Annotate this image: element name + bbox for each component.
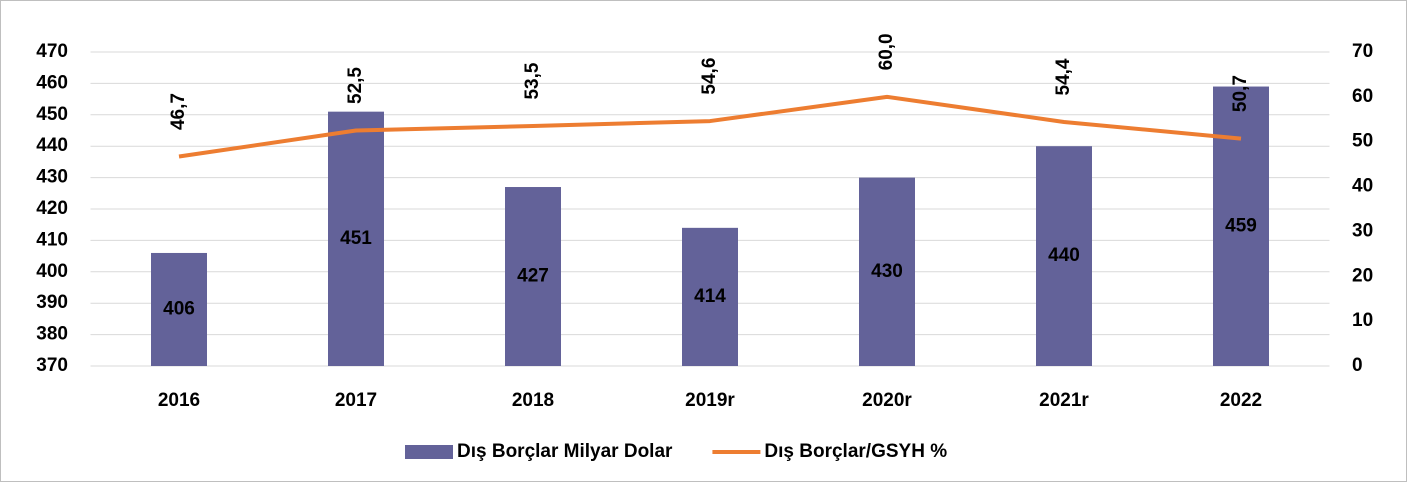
y-tick-label: 420 bbox=[36, 198, 68, 219]
x-tick-label: 2016 bbox=[158, 390, 200, 411]
line-value-label: 54,6 bbox=[699, 58, 720, 95]
bar-value-label: 451 bbox=[340, 228, 372, 249]
y-tick-label: 400 bbox=[36, 261, 68, 282]
y2-tick-label: 20 bbox=[1352, 265, 1373, 286]
y-tick-label: 450 bbox=[36, 104, 68, 125]
bar-value-label: 430 bbox=[871, 261, 903, 282]
line-value-label: 53,5 bbox=[522, 62, 543, 99]
bar bbox=[328, 111, 384, 366]
legend-swatch bbox=[405, 445, 453, 459]
bar bbox=[505, 187, 561, 366]
legend-label: Dış Borçlar Milyar Dolar bbox=[457, 441, 673, 462]
bar-value-label: 440 bbox=[1048, 245, 1080, 266]
y2-tick-label: 0 bbox=[1352, 355, 1363, 376]
bar bbox=[682, 227, 738, 366]
line-value-label: 52,5 bbox=[345, 67, 366, 104]
x-tick-label: 2017 bbox=[335, 390, 377, 411]
legend-label: Dış Borçlar/GSYH % bbox=[764, 441, 947, 462]
x-tick-label: 2020r bbox=[862, 390, 912, 411]
y-tick-label: 470 bbox=[36, 41, 68, 62]
bar-value-label: 459 bbox=[1225, 215, 1257, 236]
bar-value-label: 406 bbox=[163, 298, 195, 319]
line-series bbox=[178, 94, 1242, 159]
line-value-label: 50,7 bbox=[1230, 75, 1251, 112]
line-value-label: 54,4 bbox=[1053, 58, 1074, 95]
x-tick-label: 2018 bbox=[512, 390, 554, 411]
y-tick-label: 430 bbox=[36, 167, 68, 188]
y-tick-label: 370 bbox=[36, 355, 68, 376]
y-tick-label: 460 bbox=[36, 72, 68, 93]
y2-tick-label: 30 bbox=[1352, 220, 1373, 241]
y2-tick-label: 60 bbox=[1352, 86, 1373, 107]
x-tick-label: 2021r bbox=[1039, 390, 1089, 411]
y2-tick-label: 50 bbox=[1352, 131, 1373, 152]
y-tick-label: 410 bbox=[36, 229, 68, 250]
line-value-label: 46,7 bbox=[168, 93, 189, 130]
line-value-label: 60,0 bbox=[876, 33, 897, 70]
y2-tick-label: 10 bbox=[1352, 310, 1373, 331]
y2-tick-label: 40 bbox=[1352, 176, 1373, 197]
y2-tick-label: 70 bbox=[1352, 41, 1373, 62]
y-tick-label: 380 bbox=[36, 324, 68, 345]
bar bbox=[859, 177, 915, 366]
bar bbox=[151, 252, 207, 366]
x-tick-label: 2019r bbox=[685, 390, 735, 411]
bar bbox=[1213, 86, 1269, 366]
bar bbox=[1036, 146, 1092, 366]
x-tick-label: 2022 bbox=[1220, 390, 1262, 411]
y-tick-label: 390 bbox=[36, 292, 68, 313]
bar-value-label: 427 bbox=[517, 266, 549, 287]
y-tick-label: 440 bbox=[36, 135, 68, 156]
bar-value-label: 414 bbox=[694, 286, 726, 307]
